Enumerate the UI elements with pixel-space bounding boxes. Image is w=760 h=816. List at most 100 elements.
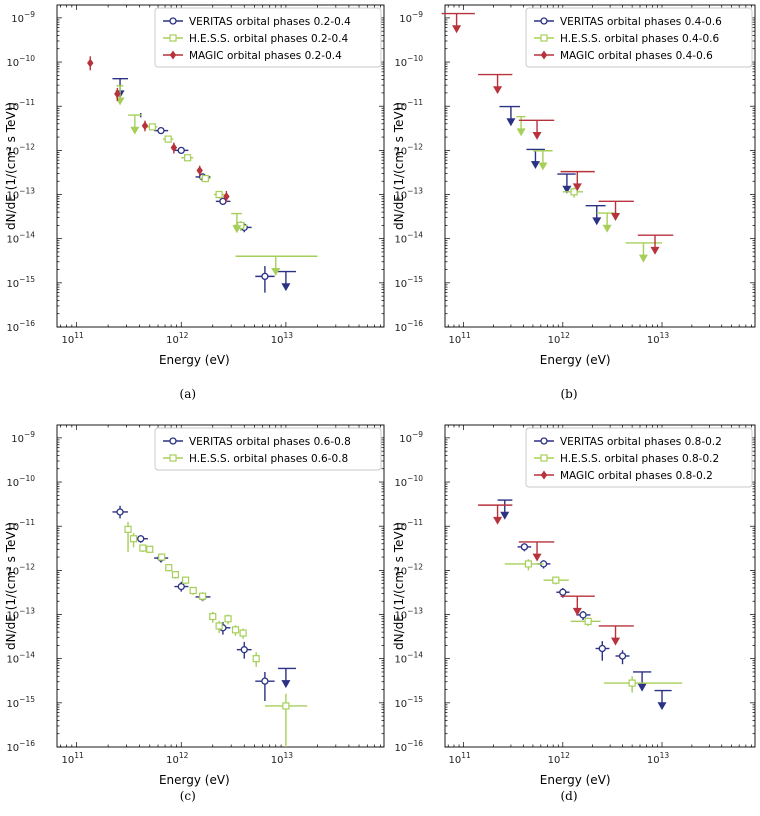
legend-label: H.E.S.S. orbital phases 0.4-0.6 <box>560 33 719 45</box>
data-point-square <box>239 629 247 637</box>
x-tick-label-exp: 11 <box>461 751 471 760</box>
y-tick-label-base: 10 <box>394 235 407 246</box>
y-tick-label-base: 10 <box>394 102 407 113</box>
data-point-square <box>282 702 290 710</box>
y-tick-label-exp: −15 <box>407 695 423 704</box>
y-tick-label: 10−11 <box>6 98 35 113</box>
y-tick-label-base: 10 <box>399 14 412 25</box>
legend-box <box>154 427 382 471</box>
upper-limit-arrow <box>506 118 516 127</box>
data-point-square <box>524 560 532 568</box>
y-tick-label-base: 10 <box>394 611 407 622</box>
x-tick-label-exp: 13 <box>660 751 670 760</box>
legend-item: VERITAS orbital phases 0.6-0.8 <box>163 436 351 448</box>
y-tick-label-exp: −10 <box>19 54 35 63</box>
legend-marker-square <box>540 34 548 42</box>
x-tick-label-base: 10 <box>271 335 284 346</box>
data-point-square <box>584 617 592 625</box>
data-point-circle <box>559 588 567 596</box>
x-axis-label: Energy (eV) <box>159 353 230 367</box>
x-tick-label: 1012 <box>166 751 189 766</box>
y-tick-label: 10−15 <box>394 275 423 290</box>
legend-item: MAGIC orbital phases 0.4-0.6 <box>534 50 713 62</box>
data-point-circle <box>261 677 269 685</box>
panel-caption: (b) <box>560 387 577 401</box>
y-tick-label: 10−14 <box>6 651 35 666</box>
y-tick-label: 10−9 <box>11 430 35 445</box>
data-point-square <box>552 576 560 584</box>
y-tick-label-base: 10 <box>6 58 19 69</box>
data-point-square <box>139 544 147 552</box>
legend: VERITAS orbital phases 0.8-0.2 H.E.S.S. o… <box>525 427 753 488</box>
y-axis-label: dN/dE (1/(cm² s TeV)) <box>392 522 406 650</box>
y-tick-label-base: 10 <box>6 699 19 710</box>
y-tick-label-exp: −15 <box>19 695 35 704</box>
panel-c: 1011 1012 101310−910−1010−1110−1210−1310−1… <box>4 424 385 803</box>
y-tick-label-base: 10 <box>6 478 19 489</box>
y-tick-label-base: 10 <box>11 434 24 445</box>
data-point-square <box>184 154 192 162</box>
legend-label: VERITAS orbital phases 0.2-0.4 <box>189 16 351 28</box>
data-point-square <box>201 174 209 183</box>
upper-limit-arrow <box>538 162 548 171</box>
y-tick-label-exp: −11 <box>19 98 35 107</box>
data-point-circle <box>157 126 165 135</box>
x-tick-label: 1013 <box>271 331 294 346</box>
data-point-diamond <box>114 89 121 99</box>
y-tick-label: 10−12 <box>394 562 423 577</box>
plot-frame <box>444 4 756 328</box>
y-tick-label-base: 10 <box>394 279 407 290</box>
data-point-circle <box>116 508 124 516</box>
y-tick-label-base: 10 <box>394 323 407 334</box>
y-tick-label: 10−14 <box>6 231 35 246</box>
upper-limit-arrow <box>530 161 540 170</box>
data-point-square <box>252 655 260 663</box>
y-tick-label-base: 10 <box>394 478 407 489</box>
y-tick-label-exp: −13 <box>407 187 423 196</box>
y-tick-label-exp: −12 <box>407 142 423 151</box>
upper-limit-arrow <box>452 25 462 34</box>
y-tick-label: 10−11 <box>6 518 35 533</box>
y-tick-label-exp: −12 <box>19 562 35 571</box>
x-tick-label-base: 10 <box>61 335 74 346</box>
x-tick-label-base: 10 <box>61 755 74 766</box>
legend-label: MAGIC orbital phases 0.8-0.2 <box>560 470 713 482</box>
y-tick-label-exp: −10 <box>407 474 423 483</box>
y-tick-label-base: 10 <box>394 522 407 533</box>
y-tick-label-base: 10 <box>6 102 19 113</box>
data-point-circle <box>240 646 248 654</box>
upper-limit-arrow <box>638 254 648 263</box>
panel-caption: (a) <box>180 387 197 401</box>
upper-limit-arrow <box>281 680 291 689</box>
x-axis-label: Energy (eV) <box>540 773 611 787</box>
data-point-circle <box>177 582 185 591</box>
y-tick-label: 10−15 <box>6 695 35 710</box>
upper-limit-arrow <box>493 86 503 95</box>
y-tick-label-base: 10 <box>399 434 412 445</box>
legend-marker-circle <box>169 437 177 445</box>
y-tick-label-base: 10 <box>6 611 19 622</box>
y-tick-label-exp: −14 <box>407 231 423 240</box>
legend-label: H.E.S.S. orbital phases 0.6-0.8 <box>189 453 348 465</box>
y-tick-label: 10−13 <box>6 607 35 622</box>
legend-item: MAGIC orbital phases 0.2-0.4 <box>163 50 342 62</box>
data-point-square <box>231 626 240 634</box>
y-tick-label-exp: −14 <box>407 651 423 660</box>
x-tick-label-exp: 13 <box>660 331 670 340</box>
y-tick-label: 10−13 <box>6 187 35 202</box>
data-point-square <box>628 679 636 687</box>
x-tick-label: 1011 <box>61 751 84 766</box>
y-tick-label: 10−10 <box>6 474 35 489</box>
y-tick-label: 10−16 <box>394 319 423 334</box>
y-tick-label-base: 10 <box>394 655 407 666</box>
data-point-circle <box>598 644 606 653</box>
x-tick-label-exp: 13 <box>283 751 293 760</box>
y-tick-label-exp: −11 <box>407 98 423 107</box>
x-tick-label-exp: 12 <box>179 331 189 340</box>
legend-marker-square <box>540 454 548 462</box>
y-tick-label-base: 10 <box>6 323 19 334</box>
y-tick-label-exp: −12 <box>19 142 35 151</box>
data-point-diamond <box>141 121 149 131</box>
legend-item: H.E.S.S. orbital phases 0.8-0.2 <box>534 453 719 465</box>
y-tick-label-exp: −13 <box>407 607 423 616</box>
